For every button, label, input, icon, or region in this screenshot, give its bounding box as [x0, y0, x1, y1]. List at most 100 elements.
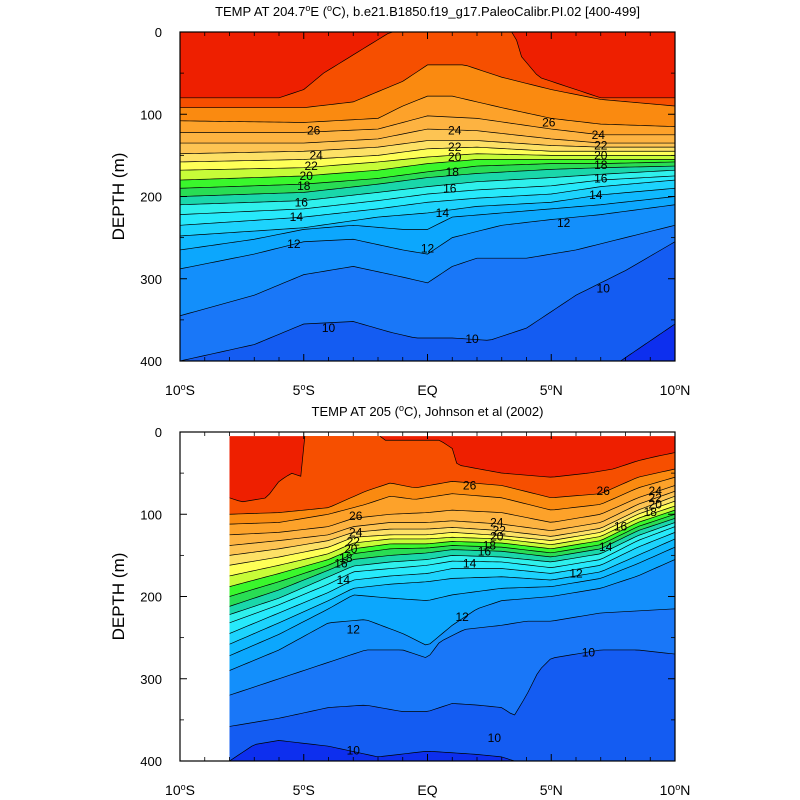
- contour-label: 24: [592, 128, 606, 142]
- contour-label: 18: [644, 505, 658, 519]
- contour-band-9: [229, 740, 675, 761]
- contour-label: 22: [594, 139, 608, 153]
- y-tick-label: 0: [155, 25, 162, 40]
- contour-label: 14: [337, 573, 351, 587]
- isotherm-line-13: [180, 196, 675, 251]
- contour-label: 22: [304, 159, 318, 173]
- contour-label: 12: [287, 237, 301, 251]
- contour-label: 16: [443, 181, 457, 195]
- x-tick-label: 10oS: [165, 782, 195, 798]
- isotherm-line-28: [180, 32, 675, 99]
- isotherm-line-27: [229, 468, 675, 515]
- contour-label: 12: [557, 216, 571, 230]
- contour-band-10: [229, 649, 675, 761]
- contour-label: 22: [493, 524, 507, 538]
- contour-label: 14: [436, 206, 450, 220]
- contour-label: 10: [347, 743, 361, 757]
- isotherm-line-26: [229, 476, 675, 525]
- contour-label: 10: [597, 282, 611, 296]
- isotherm-line-25: [229, 485, 675, 536]
- contour-label: 12: [421, 241, 435, 255]
- isotherm-line-10: [180, 241, 675, 361]
- isotherm-line-15: [229, 532, 675, 634]
- isotherm-line-17: [229, 522, 675, 615]
- x-tick-label: EQ: [417, 382, 437, 398]
- contour-label: 24: [490, 515, 504, 529]
- contour-fills: [229, 436, 675, 761]
- isotherm-line-23: [180, 140, 675, 155]
- contour-label: 12: [569, 566, 583, 580]
- isotherm-line-18: [229, 518, 675, 607]
- contour-label: 24: [649, 484, 663, 498]
- contour-label: 26: [597, 484, 611, 498]
- isotherm-line-20: [229, 509, 675, 587]
- contour-label: 16: [334, 557, 348, 571]
- isotherm-line-24: [229, 490, 675, 546]
- chart-title: TEMP AT 204.7oE (oC), b.e21.B1850.f19_g1…: [215, 3, 640, 19]
- isotherm-line-19: [229, 513, 675, 597]
- x-tick-label: 10oS: [165, 382, 195, 398]
- isotherm-line-24: [180, 128, 675, 144]
- contour-label: 10: [488, 731, 502, 745]
- isotherm-line-9: [229, 740, 675, 761]
- contour-label: 18: [483, 539, 497, 553]
- y-tick-label: 100: [140, 107, 162, 122]
- y-axis-label: DEPTH (m): [109, 553, 128, 641]
- isotherm-line-11: [229, 608, 675, 696]
- contour-label: 14: [589, 188, 603, 202]
- contour-label: 20: [300, 169, 314, 183]
- y-tick-label: 100: [140, 507, 162, 522]
- contour-label: 18: [446, 165, 460, 179]
- contour-label: 10: [582, 645, 596, 659]
- contour-label: 12: [347, 622, 361, 636]
- isotherm-line-10: [229, 649, 675, 727]
- y-tick-label: 200: [140, 590, 162, 605]
- y-tick-label: 200: [140, 190, 162, 205]
- isotherm-line-17: [180, 169, 675, 206]
- contour-label: 16: [295, 195, 309, 209]
- isotherm-line-21: [229, 505, 675, 577]
- contour-label: 26: [307, 124, 321, 138]
- contour-label: 20: [344, 542, 358, 556]
- x-tick-label: 5oN: [540, 782, 563, 798]
- contour-label: 16: [594, 171, 608, 185]
- y-tick-label: 0: [155, 425, 162, 440]
- contour-label: 20: [448, 150, 462, 164]
- isotherm-line-21: [180, 153, 675, 171]
- isotherm-line-12: [229, 559, 675, 671]
- x-tick-label: 10oN: [660, 382, 691, 398]
- isotherm-line-14: [229, 538, 675, 645]
- isotherm-line-13: [229, 546, 675, 657]
- contour-label: 18: [297, 179, 311, 193]
- contour-label: 24: [309, 148, 323, 162]
- contour-label: 10: [465, 332, 479, 346]
- isotherm-line-9: [620, 323, 675, 361]
- contour-label: 22: [347, 534, 361, 548]
- isotherm-line-18: [180, 165, 675, 197]
- contour-label: 20: [490, 529, 504, 543]
- x-tick-label: 5oN: [540, 382, 563, 398]
- contour-label: 22: [649, 491, 663, 505]
- isotherm-line-22: [229, 500, 675, 566]
- isotherm-line-16: [180, 175, 675, 215]
- x-tick-label: 5oS: [293, 382, 315, 398]
- contour-label: 22: [448, 140, 462, 154]
- contour-label: 20: [649, 497, 663, 511]
- y-tick-label: 400: [140, 354, 162, 369]
- contour-label: 16: [614, 520, 628, 534]
- contour-label: 14: [290, 210, 304, 224]
- contour-label: 26: [349, 509, 363, 523]
- isotherm-line-15: [180, 179, 675, 226]
- contour-label: 18: [594, 158, 608, 172]
- isotherm-line-16: [229, 526, 675, 624]
- isotherm-line-19: [180, 161, 675, 189]
- isotherm-line-28: [229, 436, 675, 503]
- contour-label: 10: [322, 321, 336, 335]
- y-axis-label: DEPTH (m): [109, 153, 128, 241]
- contour-label: 20: [594, 148, 608, 162]
